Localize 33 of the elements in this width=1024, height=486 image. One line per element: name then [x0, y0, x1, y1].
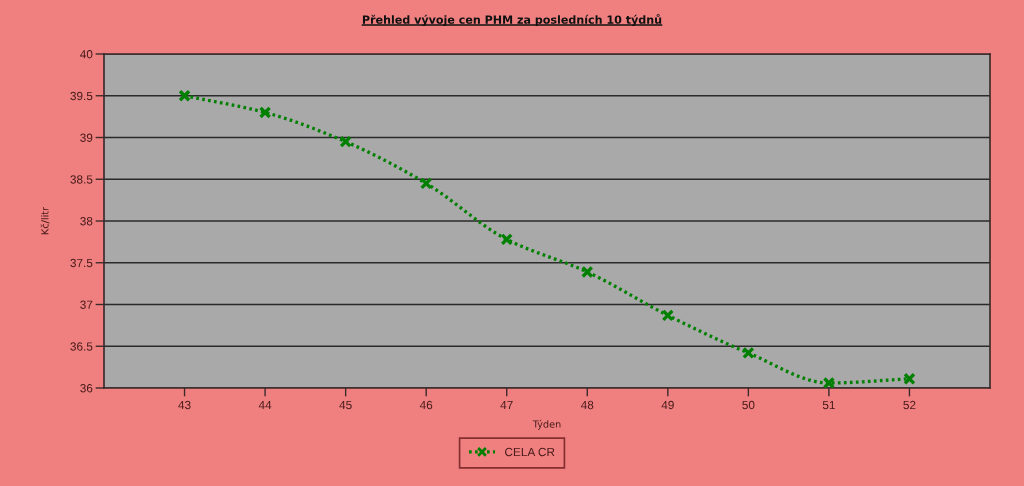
point: [581, 265, 594, 279]
x-tick-label: 44: [258, 400, 272, 410]
point: [903, 372, 916, 385]
point: [178, 89, 191, 102]
chart-title: Přehled vývoje cen PHM za posledních 10 týdnů: [362, 13, 662, 27]
x-axis-title: Týden: [532, 419, 561, 430]
point: [742, 346, 755, 360]
y-tick-label: 39.5: [70, 91, 93, 101]
legend-label: CELA CR: [505, 447, 555, 457]
x-tick-label: 43: [178, 400, 191, 410]
y-tick-label: 37.5: [70, 258, 93, 268]
y-tick-label: 36: [80, 384, 93, 393]
x-tick-label: 48: [580, 400, 594, 410]
point: [339, 135, 352, 148]
x-tick-label: 52: [903, 400, 916, 410]
y-tick-label: 39: [80, 133, 93, 142]
x-tick-label: 50: [742, 400, 755, 410]
x-tick-label: 46: [419, 400, 433, 410]
point: [420, 177, 433, 190]
x-tick-label: 45: [339, 400, 352, 410]
point: [661, 309, 674, 322]
y-tick-label: 37: [80, 300, 93, 309]
x-tick-label: 51: [822, 400, 835, 410]
y-tick-label: 38: [80, 217, 93, 226]
x-tick-label: 49: [661, 400, 674, 410]
x-tick-label: 47: [500, 400, 513, 410]
y-axis-title: Kč/litr: [40, 206, 50, 235]
point: [258, 106, 272, 119]
y-tick-label: 40: [80, 50, 93, 59]
point: [822, 376, 836, 388]
y-tick-label: 38.5: [70, 175, 93, 184]
point: [500, 233, 513, 246]
y-tick-label: 36.5: [70, 342, 93, 351]
